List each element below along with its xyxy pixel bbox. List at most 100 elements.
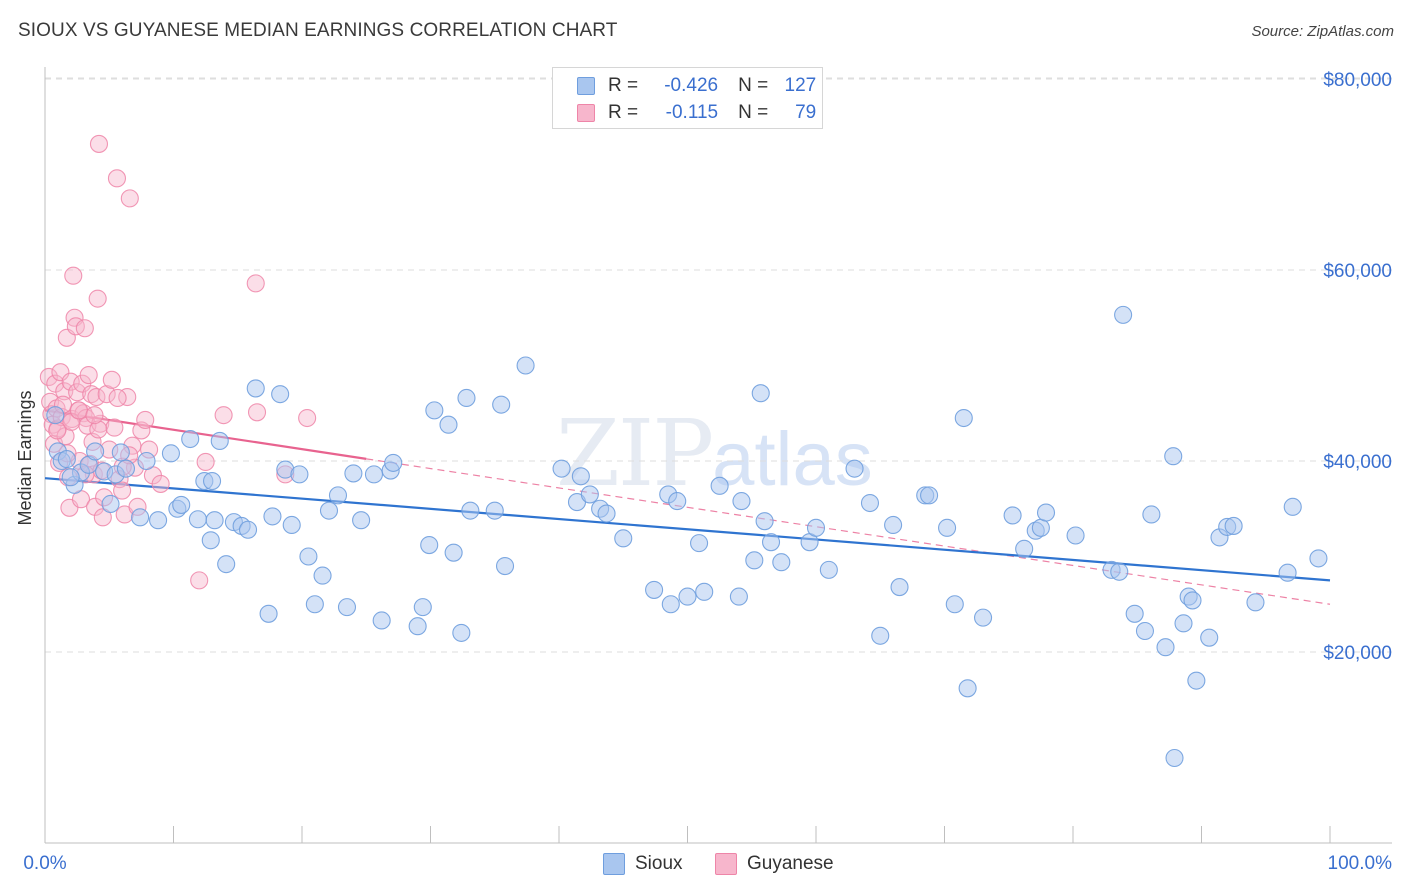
sioux-point	[372, 611, 391, 630]
guyanese-point	[87, 387, 106, 407]
watermark-zip: ZIP	[556, 400, 714, 507]
sioux-point	[111, 443, 130, 462]
sioux-point	[425, 401, 444, 420]
sioux-point	[710, 476, 729, 495]
correlation-legend: R = -0.426 N = 127 R = -0.115 N = 79	[552, 67, 823, 129]
guyanese-point	[82, 385, 101, 404]
guyanese-point	[151, 474, 170, 493]
n-value: 127	[784, 75, 817, 96]
sioux-point	[729, 587, 748, 606]
sioux-point	[57, 450, 76, 469]
sioux-point	[678, 587, 697, 606]
sioux-point	[571, 467, 590, 486]
sioux-point	[313, 566, 332, 585]
sioux-point	[1278, 563, 1297, 582]
sioux-point	[1183, 591, 1202, 610]
guyanese-point	[93, 508, 112, 527]
legend-row-sioux: R = -0.426 N = 127	[577, 74, 816, 98]
legend-row-guyanese: R = -0.115 N = 79	[577, 101, 816, 125]
sioux-point	[408, 617, 427, 636]
sioux-point	[1003, 506, 1022, 525]
sioux-point	[1174, 614, 1193, 633]
sioux-point	[668, 492, 687, 511]
sioux-point	[1135, 621, 1155, 641]
axes	[44, 67, 1392, 844]
guyanese-trend-dashed	[366, 458, 1331, 605]
sioux-point	[1110, 562, 1129, 581]
guyanese-point	[89, 134, 109, 153]
sioux-point	[516, 356, 535, 375]
sioux-point	[1066, 526, 1085, 545]
sioux-point	[860, 493, 880, 513]
sioux-point	[884, 515, 903, 535]
grid-lines	[45, 77, 1392, 653]
guyanese-point	[190, 571, 209, 590]
guyanese-trend-line	[44, 409, 367, 460]
sioux-point	[806, 518, 826, 537]
sioux-point	[945, 595, 964, 614]
bottom-legend-sioux: Sioux	[603, 851, 683, 877]
guyanese-point	[89, 420, 108, 439]
sioux-point	[745, 551, 764, 570]
guyanese-point	[246, 274, 265, 293]
sioux-point	[597, 504, 616, 523]
sioux-point	[439, 415, 458, 434]
sioux-point	[1036, 503, 1056, 522]
guyanese-point	[61, 372, 80, 391]
sioux-point	[131, 508, 150, 527]
n-value: 79	[795, 102, 817, 123]
guyanese-point	[107, 169, 127, 188]
guyanese-point	[113, 481, 132, 500]
y-tick-label: $20,000	[1323, 643, 1392, 664]
sioux-point	[1309, 549, 1328, 568]
watermark-atlas: atlas	[712, 417, 873, 502]
sioux-point	[1246, 593, 1265, 612]
guyanese-point	[118, 387, 137, 407]
r-value: -0.115	[665, 102, 719, 123]
n-label: N =	[738, 102, 769, 123]
sioux-point	[1142, 505, 1161, 524]
sioux-label: Sioux	[635, 853, 683, 874]
sioux-point	[217, 555, 236, 574]
guyanese-point	[108, 388, 127, 408]
sioux-point	[1015, 539, 1034, 558]
sioux-point	[1125, 604, 1144, 623]
sioux-point	[282, 515, 301, 535]
sioux-point	[954, 408, 973, 428]
sioux-point	[305, 595, 324, 614]
sioux-point	[352, 511, 371, 530]
sioux-point	[1165, 748, 1184, 768]
sioux-point	[364, 465, 384, 484]
guyanese-point	[55, 382, 74, 401]
y-axis-label: Median Earnings	[15, 390, 35, 525]
sioux-swatch	[603, 853, 625, 875]
sioux-point	[772, 553, 791, 572]
guyanese-point	[70, 401, 89, 420]
sioux-point	[188, 510, 207, 529]
sioux-point	[263, 507, 282, 526]
sioux-point	[845, 459, 864, 478]
guyanese-point	[39, 367, 58, 387]
sioux-point	[101, 494, 120, 514]
guyanese-point	[120, 189, 139, 208]
sioux-point	[290, 465, 309, 484]
sioux-point	[1224, 516, 1243, 535]
sioux-swatch	[577, 77, 595, 95]
y-tick-label: $40,000	[1323, 452, 1392, 473]
x-tick-label: 100.0%	[1328, 853, 1393, 874]
sioux-point	[238, 520, 258, 539]
n-label: N =	[738, 75, 769, 96]
guyanese-point	[136, 410, 155, 429]
sioux-point	[86, 442, 105, 461]
sioux-point	[1164, 447, 1183, 466]
sioux-point	[137, 451, 156, 471]
sioux-point	[46, 406, 65, 425]
sioux-point	[1031, 518, 1050, 537]
sioux-point	[246, 379, 265, 398]
sioux-point	[890, 578, 909, 597]
sioux-point	[751, 384, 770, 403]
sioux-point	[116, 459, 136, 478]
sioux-point	[973, 608, 993, 627]
axis-labels: $20,000 $40,000 $60,000 $80,000 0.0% 100.0% Me…	[15, 70, 1392, 874]
guyanese-point	[88, 289, 107, 308]
